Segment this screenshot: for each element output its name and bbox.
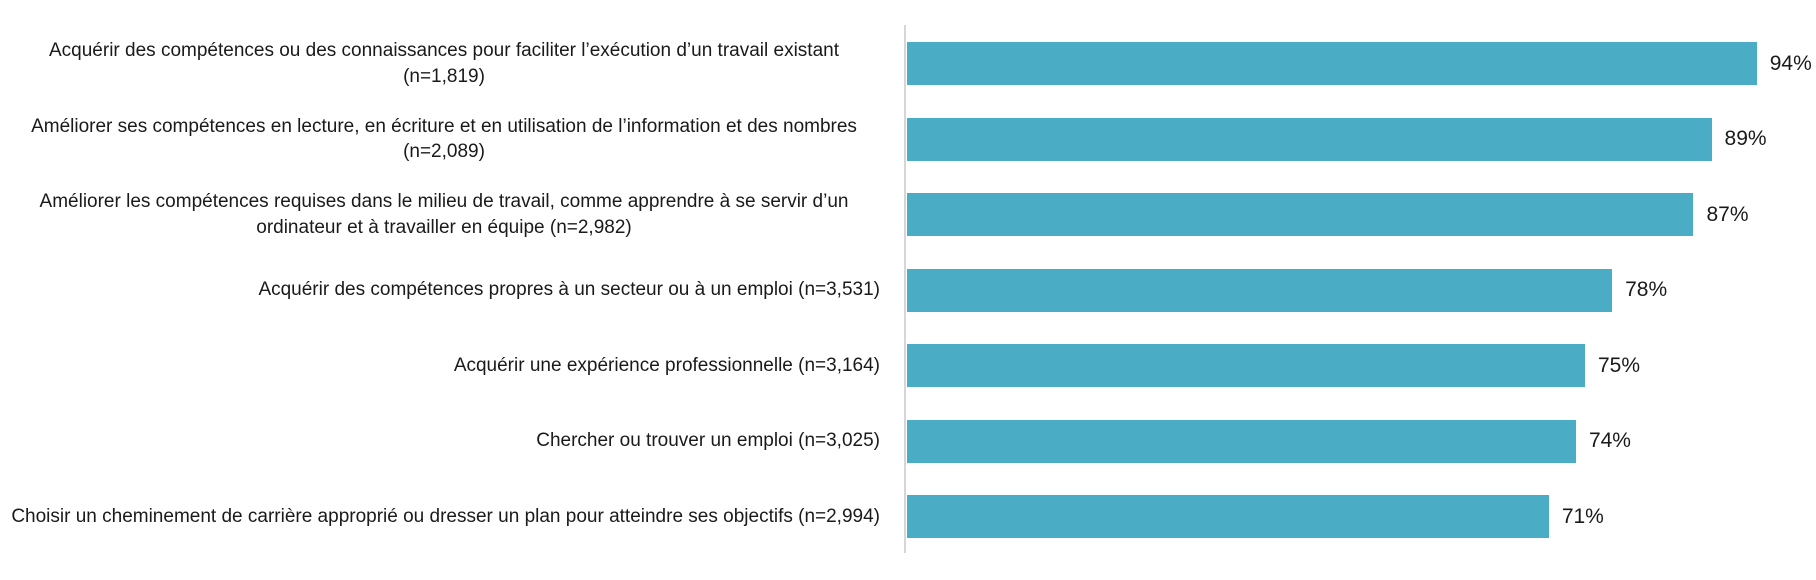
category-label: Améliorer les compétences requises dans … bbox=[39, 191, 849, 238]
category-label-cell: Améliorer les compétences requises dans … bbox=[0, 189, 905, 240]
chart-row: Améliorer ses compétences en lecture, en… bbox=[0, 102, 1816, 178]
value-label: 87% bbox=[1706, 202, 1749, 226]
chart-row: Acquérir une expérience professionnelle … bbox=[0, 328, 1816, 404]
category-label-cell: Acquérir des compétences propres à un se… bbox=[0, 277, 905, 303]
category-label: Chercher ou trouver un emploi (n=3,025) bbox=[536, 430, 880, 452]
chart-row: Choisir un cheminement de carrière appro… bbox=[0, 479, 1816, 555]
bar bbox=[907, 495, 1549, 539]
value-label: 74% bbox=[1588, 429, 1631, 453]
bar bbox=[907, 117, 1712, 161]
category-label: Acquérir des compétences propres à un se… bbox=[258, 279, 880, 301]
bar-track: 74% bbox=[905, 419, 1816, 463]
category-axis-line bbox=[904, 25, 906, 553]
bar bbox=[907, 268, 1613, 312]
category-label: Améliorer ses compétences en lecture, en… bbox=[31, 115, 857, 163]
chart-rows: Acquérir des compétences ou des connaiss… bbox=[0, 26, 1816, 555]
value-label: 89% bbox=[1724, 127, 1767, 151]
value-label: 75% bbox=[1598, 353, 1641, 377]
bar-track: 94% bbox=[905, 42, 1816, 86]
value-label: 78% bbox=[1625, 278, 1668, 302]
category-label-cell: Acquérir des compétences ou des connaiss… bbox=[0, 38, 905, 89]
chart-row: Acquérir des compétences ou des connaiss… bbox=[0, 26, 1816, 102]
value-label: 94% bbox=[1769, 51, 1812, 75]
category-label: Acquérir une expérience professionnelle … bbox=[453, 354, 880, 376]
category-label-cell: Améliorer ses compétences en lecture, en… bbox=[0, 114, 905, 165]
category-label-cell: Chercher ou trouver un emploi (n=3,025) bbox=[0, 428, 905, 454]
bar-track: 87% bbox=[905, 193, 1816, 237]
chart-row: Chercher ou trouver un emploi (n=3,025) 7… bbox=[0, 404, 1816, 480]
bar bbox=[907, 419, 1576, 463]
bar-track: 75% bbox=[905, 344, 1816, 388]
category-label-cell: Choisir un cheminement de carrière appro… bbox=[0, 504, 905, 530]
bar bbox=[907, 193, 1694, 237]
bar bbox=[907, 344, 1585, 388]
bar-track: 89% bbox=[905, 117, 1816, 161]
bar-track: 78% bbox=[905, 268, 1816, 312]
bar bbox=[907, 42, 1757, 86]
category-label: Choisir un cheminement de carrière appro… bbox=[11, 505, 880, 527]
bar-track: 71% bbox=[905, 495, 1816, 539]
category-label-cell: Acquérir une expérience professionnelle … bbox=[0, 353, 905, 379]
category-label: Acquérir des compétences ou des connaiss… bbox=[49, 40, 839, 87]
chart-row: Acquérir des compétences propres à un se… bbox=[0, 253, 1816, 329]
value-label: 71% bbox=[1561, 504, 1604, 528]
chart-row: Améliorer les compétences requises dans … bbox=[0, 177, 1816, 253]
